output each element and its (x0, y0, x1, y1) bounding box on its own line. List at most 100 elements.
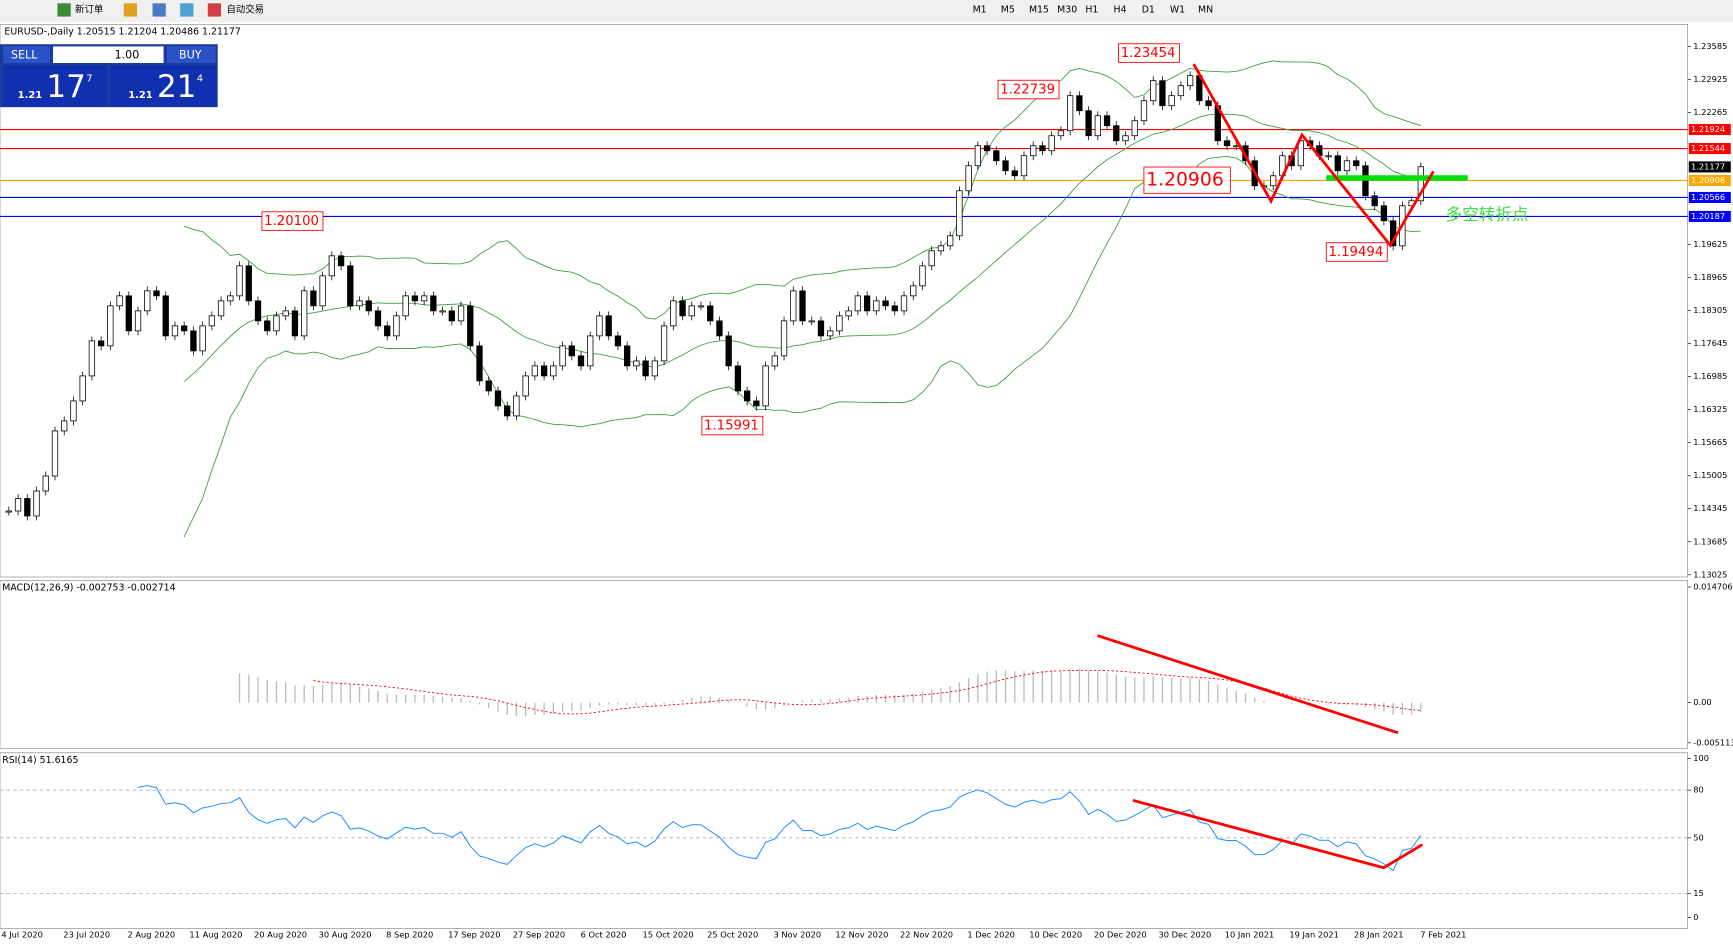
bollinger-band (184, 60, 1421, 320)
candle (974, 145, 982, 167)
y-tick-label: 1.14345 (1693, 503, 1727, 513)
candle (790, 290, 797, 322)
candle (134, 310, 142, 332)
candle (827, 330, 834, 337)
sell-price-big: 17 (46, 69, 85, 105)
candle (1011, 170, 1018, 177)
level-tag (1688, 124, 1731, 136)
candle (670, 300, 677, 327)
candle (1417, 166, 1424, 202)
candle (476, 345, 483, 382)
y-tick-label: 0.014706 (1693, 581, 1732, 591)
auto-trading-button[interactable]: 自动交易 (227, 3, 265, 15)
timeframe-button[interactable]: W1 (1170, 4, 1185, 15)
candle (919, 265, 926, 287)
candle (1150, 80, 1157, 102)
candle (660, 325, 668, 362)
timeframe-button[interactable]: H4 (1114, 4, 1127, 15)
candle (70, 400, 77, 422)
date-label: 20 Aug 2020 (254, 930, 307, 940)
y-tick-label: 1.17645 (1693, 338, 1727, 348)
candle (319, 275, 326, 307)
toolbar-icon[interactable] (123, 3, 138, 17)
candle (448, 310, 455, 322)
candle (116, 295, 123, 307)
y-tick-label: 50 (1693, 832, 1704, 842)
candle (467, 305, 474, 347)
y-tick-label: -0.005113 (1693, 737, 1733, 747)
price-annotation-box (701, 415, 764, 436)
timeframe-button[interactable]: M1 (973, 4, 987, 15)
candle (540, 365, 548, 377)
candle (61, 420, 68, 432)
candle (1122, 135, 1129, 142)
candle (762, 365, 769, 407)
toolbar-icon[interactable] (152, 3, 166, 17)
candle (402, 295, 409, 317)
date-label: 3 Nov 2020 (773, 930, 821, 940)
candle (420, 295, 428, 302)
candle (707, 305, 714, 322)
candle (245, 265, 252, 302)
new-order-icon[interactable] (57, 3, 71, 17)
candle (181, 325, 188, 332)
timeframe-button[interactable]: M5 (1001, 4, 1015, 15)
y-tick-label: 1.23585 (1693, 41, 1727, 51)
level-tag-label: 1.20187 (1691, 211, 1725, 221)
candle (513, 395, 520, 417)
current-price-tag (1688, 161, 1731, 173)
timeframe-button[interactable]: MN (1198, 4, 1213, 15)
y-tick-label: 1.16985 (1693, 371, 1727, 381)
bollinger-band (183, 155, 1421, 538)
level-tag-label: 1.20906 (1691, 175, 1725, 185)
y-tick-label: 1.15005 (1693, 470, 1727, 480)
reversal-note: 多空转折点 (1446, 205, 1529, 224)
y-tick-label: 1.18965 (1693, 272, 1727, 282)
candle (430, 295, 437, 312)
candle (282, 310, 289, 317)
lot-size[interactable]: 1.00 (115, 48, 140, 61)
y-tick-label: 1.15665 (1693, 437, 1727, 447)
buy-price-prefix: 1.21 (128, 90, 153, 101)
date-label: 25 Oct 2020 (707, 930, 758, 940)
price-annotation: 1.20100 (264, 214, 319, 229)
timeframe-button[interactable]: H1 (1085, 4, 1098, 15)
candle (5, 510, 12, 513)
candle (587, 335, 594, 367)
candle (208, 315, 216, 327)
price-annotation: 1.22739 (1000, 83, 1055, 98)
candle (651, 360, 658, 377)
candle (734, 365, 742, 392)
buy-button[interactable] (166, 46, 216, 64)
candle (291, 310, 299, 337)
new-order-button[interactable]: 新订单 (75, 3, 103, 15)
sell-label[interactable]: SELL (11, 48, 38, 61)
candle (1140, 100, 1148, 122)
candle (577, 355, 585, 367)
candle (457, 305, 465, 322)
candle (1131, 120, 1138, 137)
timeframe-button[interactable]: D1 (1142, 4, 1155, 15)
y-tick-label: 1.19625 (1693, 239, 1727, 249)
buy-label[interactable]: BUY (179, 48, 202, 61)
timeframe-button[interactable]: M15 (1029, 4, 1049, 15)
price-annotation: 1.15991 (704, 419, 759, 434)
sell-button[interactable] (3, 46, 50, 64)
timeframe-button[interactable]: M30 (1057, 4, 1077, 15)
candle (33, 490, 40, 517)
candle (504, 405, 511, 417)
price-panel (0, 23, 1689, 578)
candle (1066, 95, 1074, 132)
candle (753, 400, 760, 407)
date-label: 19 Jan 2021 (1289, 930, 1339, 940)
rsi-panel (0, 752, 1689, 929)
date-label: 12 Nov 2020 (835, 930, 888, 940)
candle (97, 340, 105, 347)
date-label: 30 Dec 2020 (1159, 930, 1212, 940)
auto-trading-icon[interactable] (207, 3, 222, 17)
toolbar-icon[interactable] (180, 3, 194, 17)
y-tick-label: 1.16325 (1693, 404, 1727, 414)
candle (1362, 165, 1369, 197)
candle (374, 310, 382, 327)
candle (863, 295, 871, 312)
